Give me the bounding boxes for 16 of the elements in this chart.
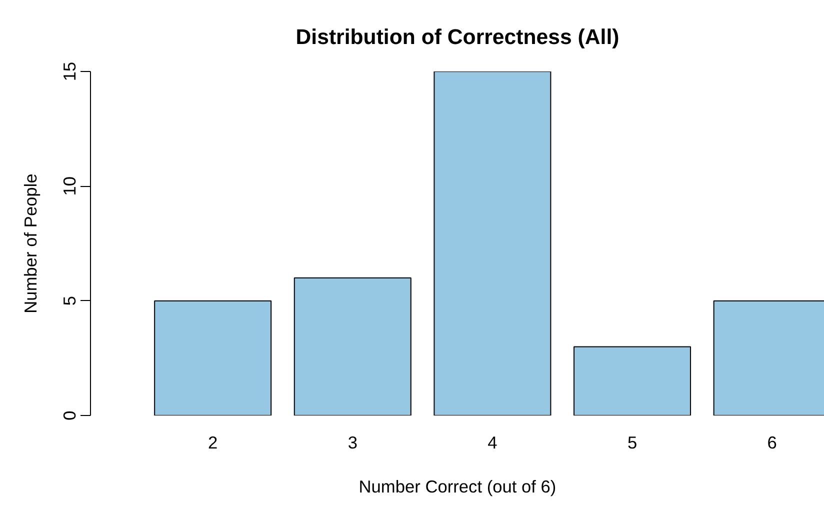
x-tick-label: 4 bbox=[488, 432, 498, 452]
bar bbox=[574, 346, 692, 416]
x-tick-label: 6 bbox=[767, 432, 777, 452]
x-tick-label: 2 bbox=[208, 432, 218, 452]
bar bbox=[434, 72, 552, 416]
y-tick-label: 10 bbox=[60, 176, 80, 196]
chart-title: Distribution of Correctness (All) bbox=[296, 25, 620, 49]
y-axis-title: Number of People bbox=[20, 174, 40, 314]
x-axis-title: Number Correct (out of 6) bbox=[358, 476, 556, 496]
y-tick-label: 5 bbox=[60, 296, 80, 306]
y-tick-label: 0 bbox=[60, 410, 80, 420]
bar bbox=[294, 277, 412, 416]
x-tick-label: 5 bbox=[627, 432, 638, 452]
bar bbox=[154, 300, 272, 416]
x-tick-label: 3 bbox=[348, 432, 358, 452]
y-tick-label: 15 bbox=[60, 62, 80, 82]
